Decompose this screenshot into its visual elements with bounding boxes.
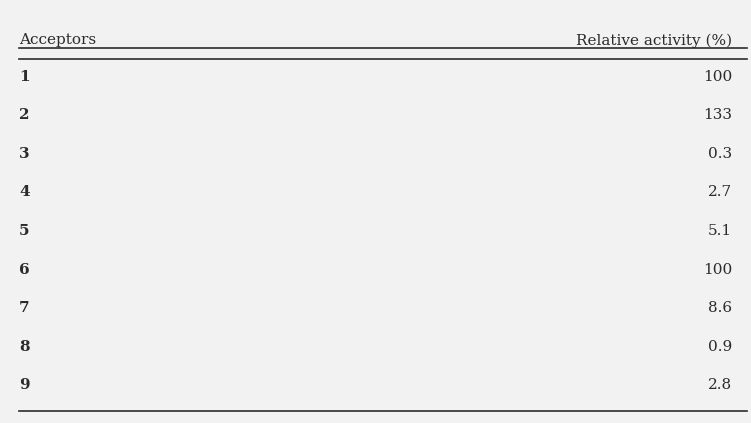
- Text: 0.3: 0.3: [708, 147, 732, 161]
- Text: 8: 8: [19, 340, 29, 354]
- Text: Acceptors: Acceptors: [19, 33, 96, 47]
- Text: 7: 7: [19, 301, 29, 315]
- Text: Relative activity (%): Relative activity (%): [576, 33, 732, 47]
- Text: 3: 3: [19, 147, 29, 161]
- Text: 5: 5: [19, 224, 29, 238]
- Text: 2.8: 2.8: [708, 378, 732, 392]
- Text: 2.7: 2.7: [708, 185, 732, 199]
- Text: 4: 4: [19, 185, 29, 199]
- Text: 133: 133: [703, 108, 732, 122]
- Text: 6: 6: [19, 263, 29, 277]
- Text: 0.9: 0.9: [707, 340, 732, 354]
- Text: 5.1: 5.1: [708, 224, 732, 238]
- Text: 9: 9: [19, 378, 29, 392]
- Text: 2: 2: [19, 108, 29, 122]
- Text: 8.6: 8.6: [708, 301, 732, 315]
- Text: 1: 1: [19, 70, 29, 84]
- Text: 100: 100: [703, 70, 732, 84]
- Text: 100: 100: [703, 263, 732, 277]
